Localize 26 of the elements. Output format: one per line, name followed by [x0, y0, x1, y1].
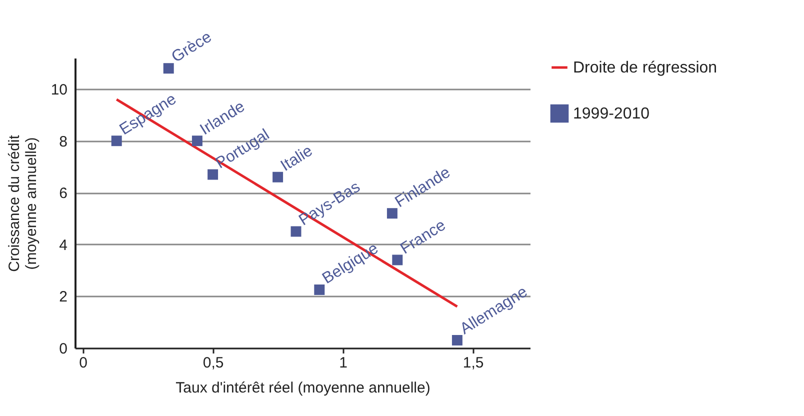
annotation: Italie [278, 142, 316, 175]
y-tick-label: 10 [50, 82, 68, 99]
point [392, 254, 403, 266]
x-axis-title: Taux d'intérêt réel (moyenne annuelle) [176, 380, 430, 396]
point [163, 63, 174, 74]
point [290, 226, 302, 237]
x-tick-label: 1 [339, 354, 348, 372]
y-tick-label: 0 [59, 340, 68, 358]
point [111, 136, 122, 146]
x-tick-label: 0,5 [202, 354, 224, 372]
legend-label: Droite de régression [573, 60, 718, 76]
point [192, 136, 202, 146]
y-tick-label: 2 [59, 288, 68, 306]
y-tick-label: 8 [59, 133, 68, 150]
y-tick-label: 6 [59, 185, 68, 202]
x-tick-label: 0 [79, 354, 88, 372]
legend-label: 1999-2010 [573, 106, 650, 122]
y-tick-label: 4 [59, 236, 68, 254]
x-tick-label: 1,5 [462, 354, 484, 372]
point [452, 334, 462, 346]
point [272, 172, 284, 182]
point [314, 284, 325, 295]
y-axis-title: Croissance du crédit (moyenne annuelle) [6, 134, 40, 272]
point [208, 169, 218, 180]
point [386, 208, 398, 219]
annotation: Grèce [168, 28, 215, 66]
